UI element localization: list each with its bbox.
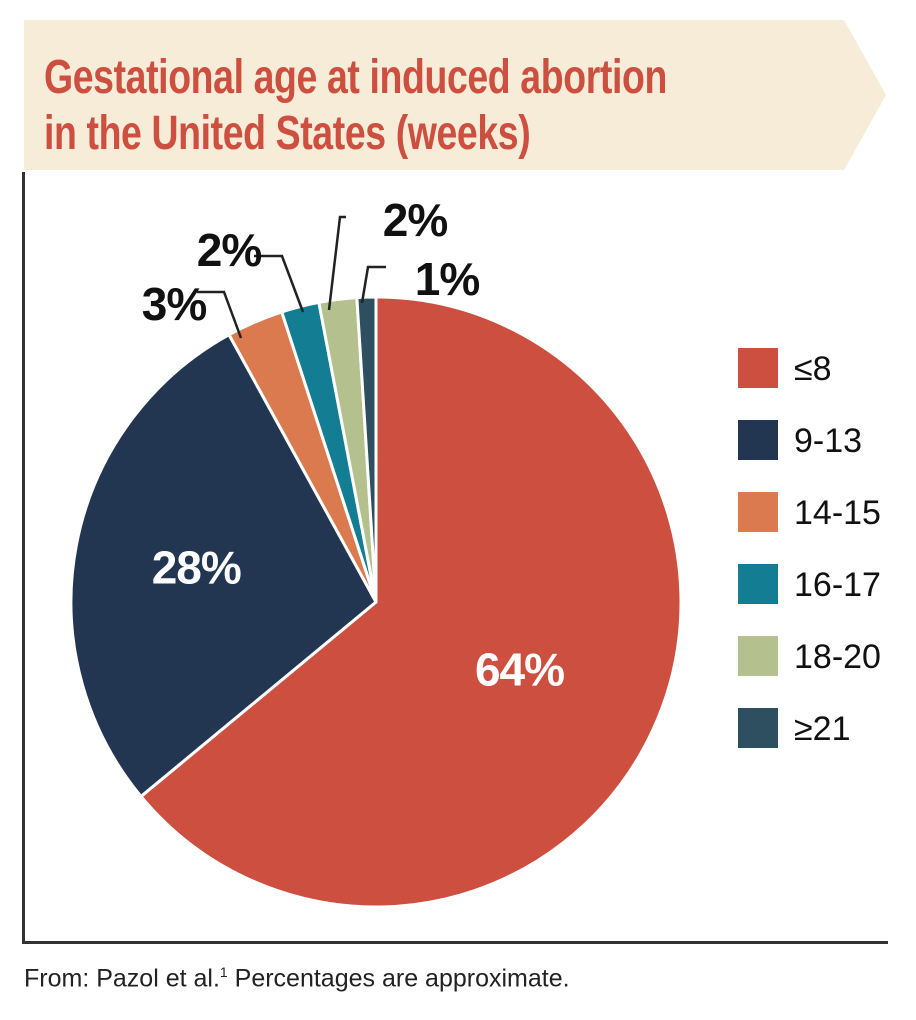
leader-line-3 xyxy=(197,290,243,339)
pie-slice-6 xyxy=(355,295,378,604)
legend-label-3: 14-15 xyxy=(794,494,881,532)
legend-swatch-2 xyxy=(738,420,778,460)
legend-swatch-3 xyxy=(738,492,778,532)
footnote-prefix: From: Pazol et al. xyxy=(24,964,220,993)
legend-label-2: 9-13 xyxy=(794,422,862,460)
footnote-reference: 1 xyxy=(219,964,228,980)
data-label-1: 64% xyxy=(475,644,564,696)
data-label-5: 2% xyxy=(383,194,448,246)
legend-swatch-5 xyxy=(738,636,778,676)
data-label-2: 28% xyxy=(152,542,241,594)
pie-slice-2 xyxy=(69,333,378,798)
legend-label-4: 16-17 xyxy=(794,566,881,604)
legend-label-1: ≤8 xyxy=(794,350,832,388)
chart-area: 64% 28% 3% 2% 2% 1% ≤8 9-13 14-15 16-17 18-20 ≥21 xyxy=(22,172,888,944)
footnote-suffix: Percentages are approximate. xyxy=(227,964,570,993)
legend-swatch-6 xyxy=(738,708,778,748)
chart-frame-axis xyxy=(22,172,888,944)
pie-slice-1 xyxy=(139,295,683,909)
chart-title: Gestational age at induced abortion in t… xyxy=(44,51,667,160)
legend-label-5: 18-20 xyxy=(794,638,881,676)
leader-line-4 xyxy=(254,254,305,313)
legend-swatch-4 xyxy=(738,564,778,604)
data-label-6: 1% xyxy=(415,253,480,305)
legend-swatch-1 xyxy=(738,348,778,388)
data-label-3: 3% xyxy=(142,278,207,330)
title-banner: Gestational age at induced abortion in t… xyxy=(24,20,886,170)
data-label-4: 2% xyxy=(197,224,262,276)
title-banner-shape xyxy=(24,20,886,170)
source-footnote: From: Pazol et al.1 Percentages are appr… xyxy=(24,964,570,993)
leader-line-6 xyxy=(360,265,386,304)
legend-label-6: ≥21 xyxy=(794,710,850,748)
leader-line-5 xyxy=(327,215,346,311)
